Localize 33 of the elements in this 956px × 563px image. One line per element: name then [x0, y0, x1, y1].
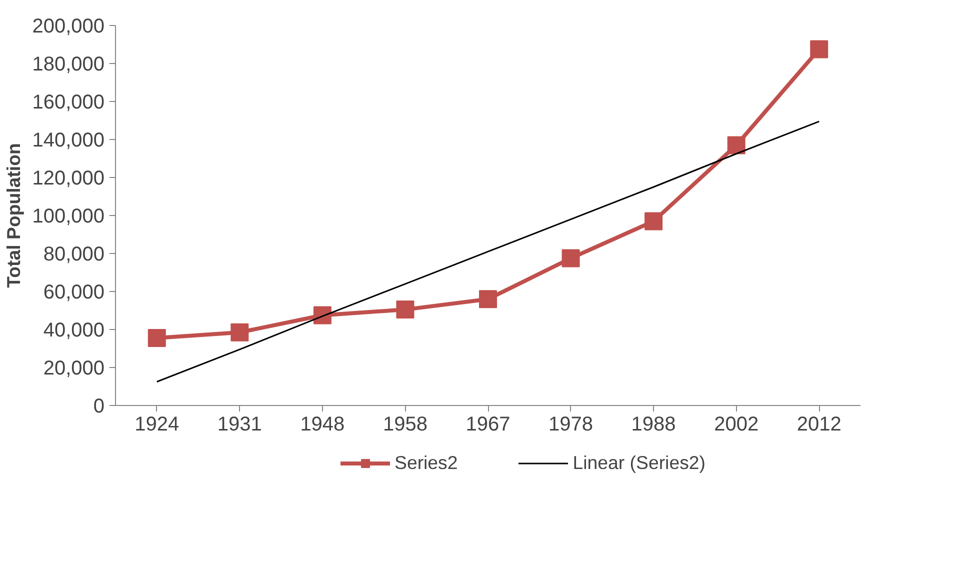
point [230, 323, 249, 342]
point [396, 300, 414, 319]
x-tick-label: 1924 [134, 414, 180, 436]
x-tick-label: 1988 [631, 414, 676, 436]
y-tick-label: 100,000 [32, 206, 104, 228]
point [810, 40, 828, 58]
y-tick-label: 40,000 [43, 320, 104, 342]
legend-label: Linear (Series2) [572, 452, 706, 474]
x-tick-label: 2002 [714, 414, 759, 436]
x-tick-label: 1948 [300, 414, 345, 436]
point [727, 136, 746, 154]
y-axis-title: Total Population [3, 143, 24, 288]
point [313, 306, 332, 324]
x-tick-label: 1958 [382, 414, 428, 436]
y-tick-label: 200,000 [32, 16, 104, 38]
y-tick-label: 60,000 [43, 282, 104, 304]
y-tick-label: 180,000 [32, 54, 104, 76]
point [562, 249, 580, 268]
y-tick-label: 120,000 [32, 168, 104, 190]
y-tick-label: 160,000 [32, 92, 104, 114]
y-tick-label: 140,000 [32, 130, 104, 152]
line-series [156, 120, 820, 382]
point [644, 212, 663, 230]
y-tick-label: 0 [93, 396, 104, 418]
y-tick-label: 20,000 [43, 358, 104, 380]
point [479, 290, 497, 308]
y-tick-label: 80,000 [43, 244, 104, 266]
x-tick-label: 1978 [548, 414, 594, 436]
x-tick-label: 2012 [796, 414, 842, 436]
point [148, 329, 166, 348]
x-tick-label: 1967 [466, 414, 510, 436]
x-tick-label: 1931 [217, 414, 262, 436]
legend-label: Series2 [394, 452, 458, 474]
